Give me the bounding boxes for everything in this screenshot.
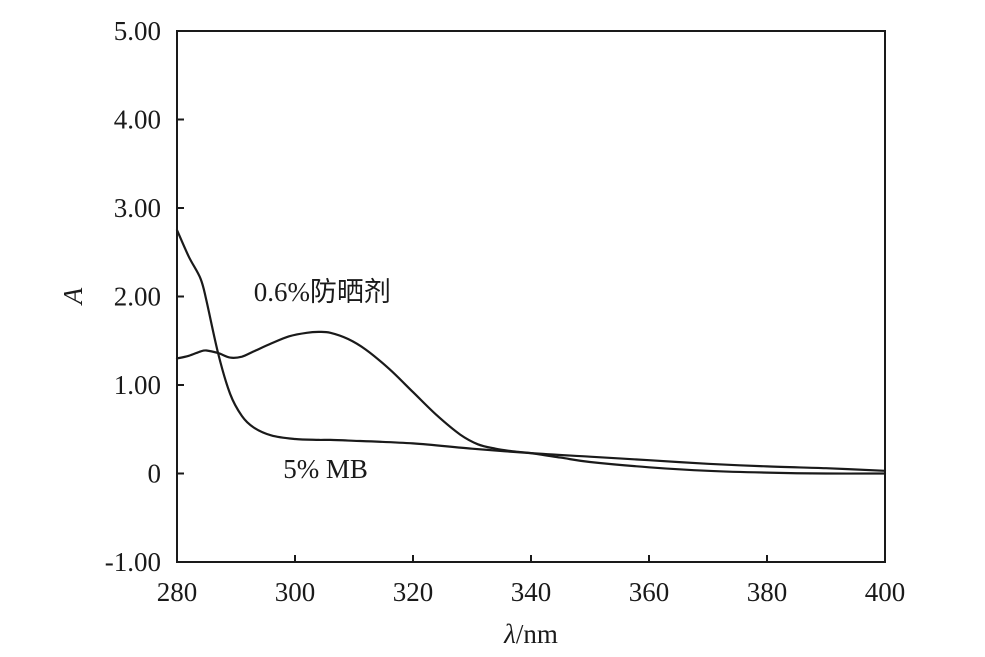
y-tick-label: 2.00: [114, 282, 161, 312]
x-tick-label: 360: [629, 577, 670, 607]
y-axis-label: A: [58, 287, 88, 306]
x-axis-label-unit: /nm: [516, 619, 558, 649]
y-axis-ticks: -1.00 0 1.00 2.00 3.00 4.00 5.00: [105, 16, 184, 577]
x-axis-label-symbol: λ: [503, 619, 516, 649]
annotation-layer: 0.6%防晒剂 5% MB: [254, 277, 391, 484]
x-tick-label: 400: [865, 577, 906, 607]
y-tick-label: 1.00: [114, 370, 161, 400]
sunscreen-series-line: [175, 330, 887, 475]
y-tick-label: 3.00: [114, 193, 161, 223]
x-tick-label: 340: [511, 577, 552, 607]
mb-series-label: 5% MB: [283, 454, 368, 484]
sunscreen-series-label: 0.6%防晒剂: [254, 277, 391, 307]
mb-series-line: [175, 229, 887, 472]
x-tick-label: 320: [393, 577, 434, 607]
y-tick-label: -1.00: [105, 547, 161, 577]
y-tick-label: 5.00: [114, 16, 161, 46]
y-tick-label: 0: [148, 459, 162, 489]
x-axis-label: λ/nm: [503, 619, 558, 649]
x-tick-label: 280: [157, 577, 198, 607]
y-tick-label: 4.00: [114, 105, 161, 135]
series-layer: [175, 229, 887, 475]
x-axis-ticks: 280 300 320 340 360 380 400: [157, 555, 906, 607]
x-tick-label: 300: [275, 577, 316, 607]
x-tick-label: 380: [747, 577, 788, 607]
